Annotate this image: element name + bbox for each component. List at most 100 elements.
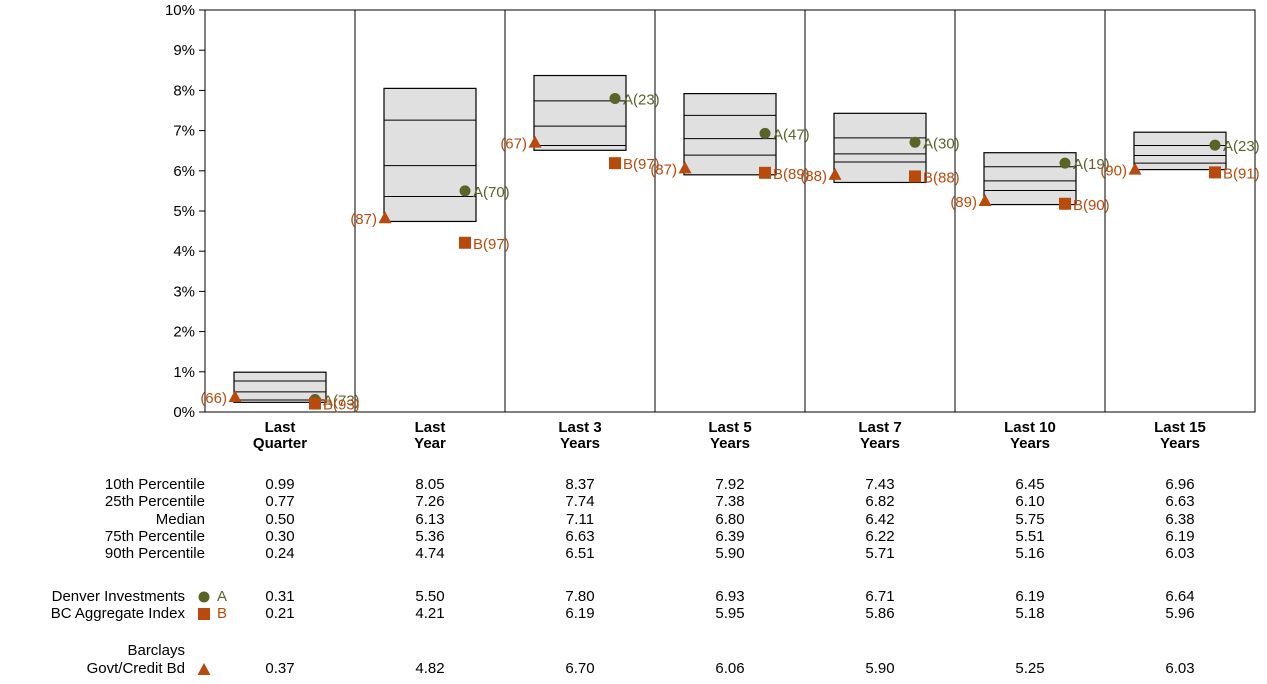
bc-square-marker <box>309 397 321 410</box>
barclays-triangle-marker <box>528 135 542 148</box>
table-cell: 0.77 <box>265 493 295 511</box>
table-cell: 5.18 <box>1015 605 1045 622</box>
percentile-box <box>383 87 477 223</box>
table-cell: 6.19 <box>1015 588 1045 605</box>
category-label: Last <box>415 419 446 436</box>
y-tick-label: 3% <box>173 283 195 300</box>
denver-circle-marker <box>459 185 471 197</box>
table-cell: 0.21 <box>265 605 295 622</box>
table-cell: 8.37 <box>565 476 595 493</box>
table-cell: 6.96 <box>1165 476 1195 493</box>
table-cell: 6.63 <box>565 527 595 545</box>
table-cell: 6.64 <box>1165 588 1195 605</box>
table-cell: 4.82 <box>415 660 445 677</box>
category-label: Years <box>710 435 750 452</box>
table-cell: 6.19 <box>1165 527 1195 545</box>
denver-point-label: A(23) <box>623 91 660 108</box>
table-cell: 5.51 <box>1015 527 1045 545</box>
table-cell: 5.95 <box>715 605 745 622</box>
table-cell: 0.37 <box>265 660 295 677</box>
bc-point-label: B(88) <box>923 169 960 186</box>
y-tick-label: 0% <box>173 404 195 421</box>
table-cell: 5.50 <box>415 588 445 605</box>
category-label: Last 3 <box>558 419 601 436</box>
series-name: BC Aggregate Index <box>50 605 185 622</box>
table-cell: 6.03 <box>1165 545 1195 563</box>
table-cell: 5.86 <box>865 605 895 622</box>
bc-point-label: B(89) <box>773 166 810 183</box>
bc-point-label: B(97) <box>623 156 660 173</box>
bc-square-marker <box>459 236 471 249</box>
table-cell: 0.24 <box>265 545 295 563</box>
table-cell: 6.22 <box>865 527 895 545</box>
table-cell: 6.19 <box>565 605 595 622</box>
percentile-row-label: 90th Percentile <box>104 545 205 563</box>
bc-point-label: B(90) <box>1073 197 1110 214</box>
table-cell: 8.05 <box>415 476 445 493</box>
y-tick-label: 2% <box>173 324 195 341</box>
table-cell: 0.30 <box>265 527 295 545</box>
table-cell: 7.80 <box>565 588 595 605</box>
table-cell: 5.25 <box>1015 660 1045 677</box>
table-cell: 5.96 <box>1165 605 1195 622</box>
barclays-point-label: (66) <box>200 390 227 407</box>
series-name: Barclays <box>127 642 185 659</box>
denver-circle-marker <box>1209 139 1221 151</box>
table-cell: 4.21 <box>415 605 445 622</box>
table-cell: 7.11 <box>565 510 595 528</box>
category-label: Last 10 <box>1004 419 1056 436</box>
denver-circle-marker <box>759 127 771 139</box>
denver-circle-marker <box>909 136 921 148</box>
category-label: Last <box>265 419 296 436</box>
square-legend-icon <box>198 608 210 620</box>
table-cell: 6.38 <box>1165 510 1195 528</box>
bc-point-label: B(97) <box>473 236 510 253</box>
table-cell: 7.92 <box>715 476 745 493</box>
series-key: B <box>217 605 228 622</box>
table-cell: 5.90 <box>865 660 895 677</box>
table-cell: 5.75 <box>1015 510 1045 528</box>
axis-labels: 0%1%2%3%4%5%6%7%8%9%10%LastQuarterLastYe… <box>165 2 1206 452</box>
y-tick-label: 9% <box>173 42 195 59</box>
series-name: Govt/Credit Bd <box>86 660 185 677</box>
barclays-triangle-marker <box>1128 162 1142 175</box>
table-cell: 6.03 <box>1165 660 1195 677</box>
bc-square-marker <box>1059 197 1071 210</box>
table-cell: 6.45 <box>1015 476 1045 493</box>
category-label: Years <box>1010 435 1050 452</box>
table-cell: 5.16 <box>1015 545 1045 563</box>
series-key: A <box>217 588 228 605</box>
category-label: Last 15 <box>1154 419 1206 436</box>
barclays-point-label: (87) <box>350 211 377 228</box>
category-label: Years <box>560 435 600 452</box>
denver-point-label: A(19) <box>1073 156 1110 173</box>
category-label: Last 7 <box>858 419 901 436</box>
barclays-triangle-marker <box>978 193 992 206</box>
barclays-point-label: (89) <box>950 194 977 211</box>
denver-circle-marker <box>609 92 621 104</box>
bc-square-marker <box>609 157 621 170</box>
table-cell: 6.39 <box>715 527 745 545</box>
barclays-triangle-marker <box>828 167 842 180</box>
bc-square-marker <box>1209 166 1221 179</box>
category-label: Quarter <box>253 435 307 452</box>
y-tick-label: 7% <box>173 123 195 140</box>
y-tick-label: 10% <box>165 2 195 19</box>
table-cell: 6.13 <box>415 510 445 528</box>
y-tick-label: 6% <box>173 163 195 180</box>
denver-point-label: A(70) <box>473 184 510 201</box>
percentile-box <box>1133 131 1227 171</box>
table-cell: 6.70 <box>565 660 595 677</box>
table-cell: 7.74 <box>565 493 595 511</box>
table-cell: 6.10 <box>1015 493 1045 511</box>
percentile-row-label: 25th Percentile <box>104 493 205 511</box>
table-cell: 7.38 <box>715 493 745 511</box>
table-cell: 4.74 <box>415 545 445 563</box>
percentile-boxes <box>233 74 1227 403</box>
y-tick-label: 8% <box>173 82 195 99</box>
y-tick-label: 1% <box>173 364 195 381</box>
table-cell: 0.50 <box>265 510 295 528</box>
series-name: Denver Investments <box>51 588 185 605</box>
y-tick-label: 5% <box>173 203 195 220</box>
